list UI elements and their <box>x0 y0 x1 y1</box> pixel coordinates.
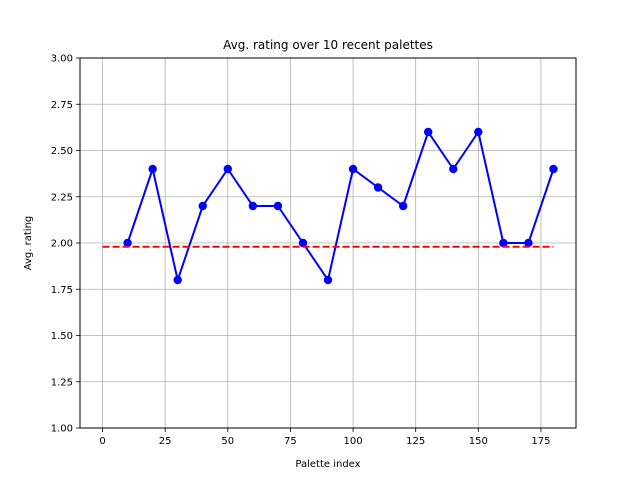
x-tick-label: 150 <box>469 436 488 447</box>
data-point <box>373 183 383 192</box>
data-point <box>223 164 232 174</box>
y-tick-label: 1.75 <box>51 285 73 296</box>
data-point <box>424 127 433 137</box>
data-point <box>248 201 258 211</box>
y-tick-label: 3.00 <box>51 54 73 65</box>
x-axis-label: Palette index <box>295 459 360 470</box>
x-tick-label: 50 <box>221 436 234 447</box>
y-tick-label: 2.50 <box>51 146 73 157</box>
y-tick-label: 2.75 <box>51 100 73 111</box>
x-tick-label: 25 <box>159 436 172 447</box>
series-line <box>126 129 555 284</box>
y-tick-label: 2.00 <box>51 239 73 250</box>
y-axis-label: Avg. rating <box>23 216 34 271</box>
y-tick-label: 1.00 <box>51 424 73 435</box>
data-point <box>148 164 157 174</box>
data-point <box>173 275 182 285</box>
chart-title: Avg. rating over 10 recent palettes <box>223 38 433 52</box>
data-point <box>273 201 283 211</box>
data-point <box>398 201 408 211</box>
y-tick-label: 2.25 <box>51 192 73 203</box>
series-layer <box>102 127 558 285</box>
data-point <box>524 238 533 248</box>
x-tick-label: 75 <box>284 436 297 447</box>
data-point <box>323 275 333 285</box>
y-tick-label: 1.50 <box>51 331 73 342</box>
x-tick-label: 175 <box>531 436 550 447</box>
data-point <box>198 201 207 211</box>
data-point <box>549 164 558 174</box>
x-tick-label: 125 <box>406 436 425 447</box>
data-point <box>449 164 458 174</box>
data-point <box>298 238 308 248</box>
x-tick-label: 0 <box>99 436 105 447</box>
data-point <box>123 238 132 248</box>
x-tick-label: 100 <box>344 436 363 447</box>
ticks: 0 25 50 75 100 125 150 175 1.00 1.25 1.50 1.75 2.00 2… <box>51 54 551 448</box>
data-point <box>499 238 508 248</box>
y-tick-label: 1.25 <box>51 377 73 388</box>
data-point <box>474 127 483 137</box>
data-point <box>348 164 358 174</box>
